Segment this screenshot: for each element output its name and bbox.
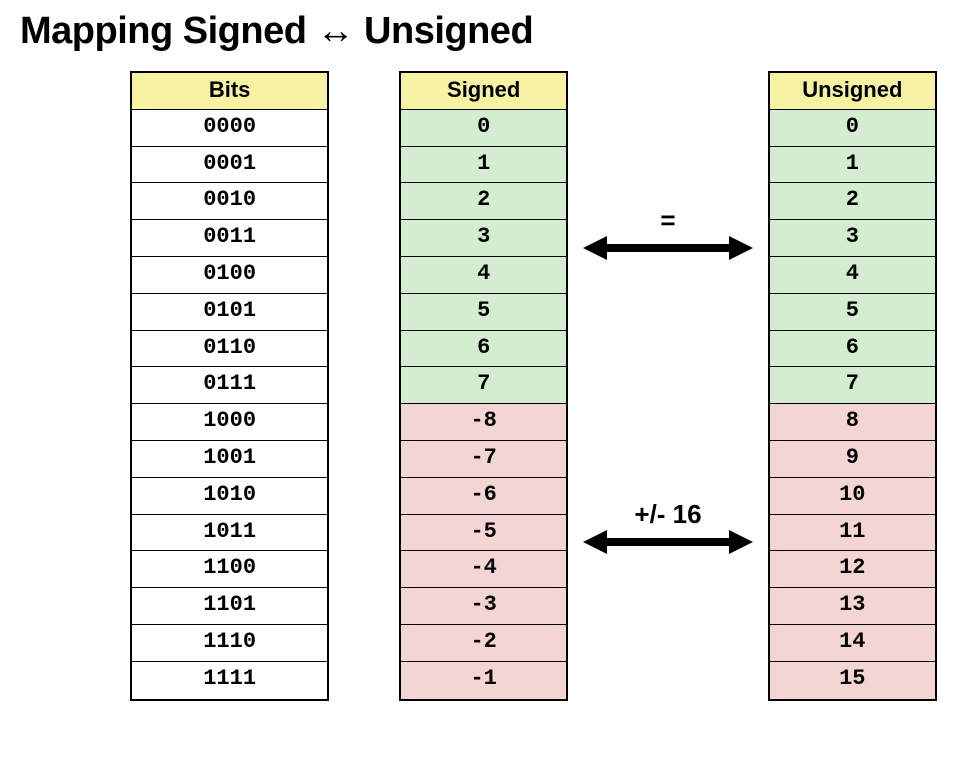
equal-arrow: = — [568, 205, 767, 262]
unsigned-cell: 10 — [770, 478, 935, 515]
bits-cell: 0101 — [132, 294, 327, 331]
bits-cell: 0010 — [132, 183, 327, 220]
signed-cell: 1 — [401, 147, 566, 184]
unsigned-cell: 2 — [770, 183, 935, 220]
unsigned-cell: 11 — [770, 515, 935, 552]
page-title: Mapping Signed ↔ Unsigned — [20, 10, 937, 53]
unsigned-header: Unsigned — [770, 73, 935, 110]
bits-cell: 1111 — [132, 662, 327, 699]
offset-arrow-label: +/- 16 — [634, 499, 701, 530]
double-arrow-icon — [583, 528, 753, 556]
bits-cell: 1010 — [132, 478, 327, 515]
signed-column: Signed01234567-8-7-6-5-4-3-2-1 — [399, 71, 568, 701]
signed-cell: -5 — [401, 515, 566, 552]
signed-cell: -1 — [401, 662, 566, 699]
signed-cell: 7 — [401, 367, 566, 404]
signed-cell: -4 — [401, 551, 566, 588]
signed-cell: -2 — [401, 625, 566, 662]
unsigned-cell: 12 — [770, 551, 935, 588]
unsigned-column: Unsigned0123456789101112131415 — [768, 71, 937, 701]
signed-cell: 0 — [401, 110, 566, 147]
signed-cell: 6 — [401, 331, 566, 368]
bits-cell: 0000 — [132, 110, 327, 147]
signed-header: Signed — [401, 73, 566, 110]
bits-column: Bits000000010010001101000101011001111000… — [130, 71, 329, 701]
unsigned-cell: 15 — [770, 662, 935, 699]
bits-cell: 0001 — [132, 147, 327, 184]
unsigned-cell: 8 — [770, 404, 935, 441]
unsigned-cell: 6 — [770, 331, 935, 368]
unsigned-cell: 0 — [770, 110, 935, 147]
unsigned-cell: 9 — [770, 441, 935, 478]
signed-cell: 4 — [401, 257, 566, 294]
columns-layout: Bits000000010010001101000101011001111000… — [20, 71, 937, 701]
unsigned-cell: 7 — [770, 367, 935, 404]
equal-arrow-label: = — [660, 205, 675, 236]
bits-cell: 1000 — [132, 404, 327, 441]
bits-header: Bits — [132, 73, 327, 110]
unsigned-cell: 13 — [770, 588, 935, 625]
double-arrow-icon — [583, 234, 753, 262]
bits-cell: 0100 — [132, 257, 327, 294]
unsigned-cell: 5 — [770, 294, 935, 331]
signed-cell: 2 — [401, 183, 566, 220]
signed-cell: -8 — [401, 404, 566, 441]
bits-cell: 0111 — [132, 367, 327, 404]
unsigned-cell: 14 — [770, 625, 935, 662]
bits-cell: 1101 — [132, 588, 327, 625]
offset-arrow: +/- 16 — [568, 499, 767, 556]
signed-cell: -7 — [401, 441, 566, 478]
signed-cell: 3 — [401, 220, 566, 257]
signed-cell: -6 — [401, 478, 566, 515]
bits-cell: 0110 — [132, 331, 327, 368]
bits-cell: 1110 — [132, 625, 327, 662]
signed-cell: -3 — [401, 588, 566, 625]
unsigned-cell: 3 — [770, 220, 935, 257]
signed-cell: 5 — [401, 294, 566, 331]
unsigned-cell: 1 — [770, 147, 935, 184]
bits-cell: 1011 — [132, 515, 327, 552]
bits-cell: 1001 — [132, 441, 327, 478]
bits-cell: 1100 — [132, 551, 327, 588]
bits-cell: 0011 — [132, 220, 327, 257]
unsigned-cell: 4 — [770, 257, 935, 294]
